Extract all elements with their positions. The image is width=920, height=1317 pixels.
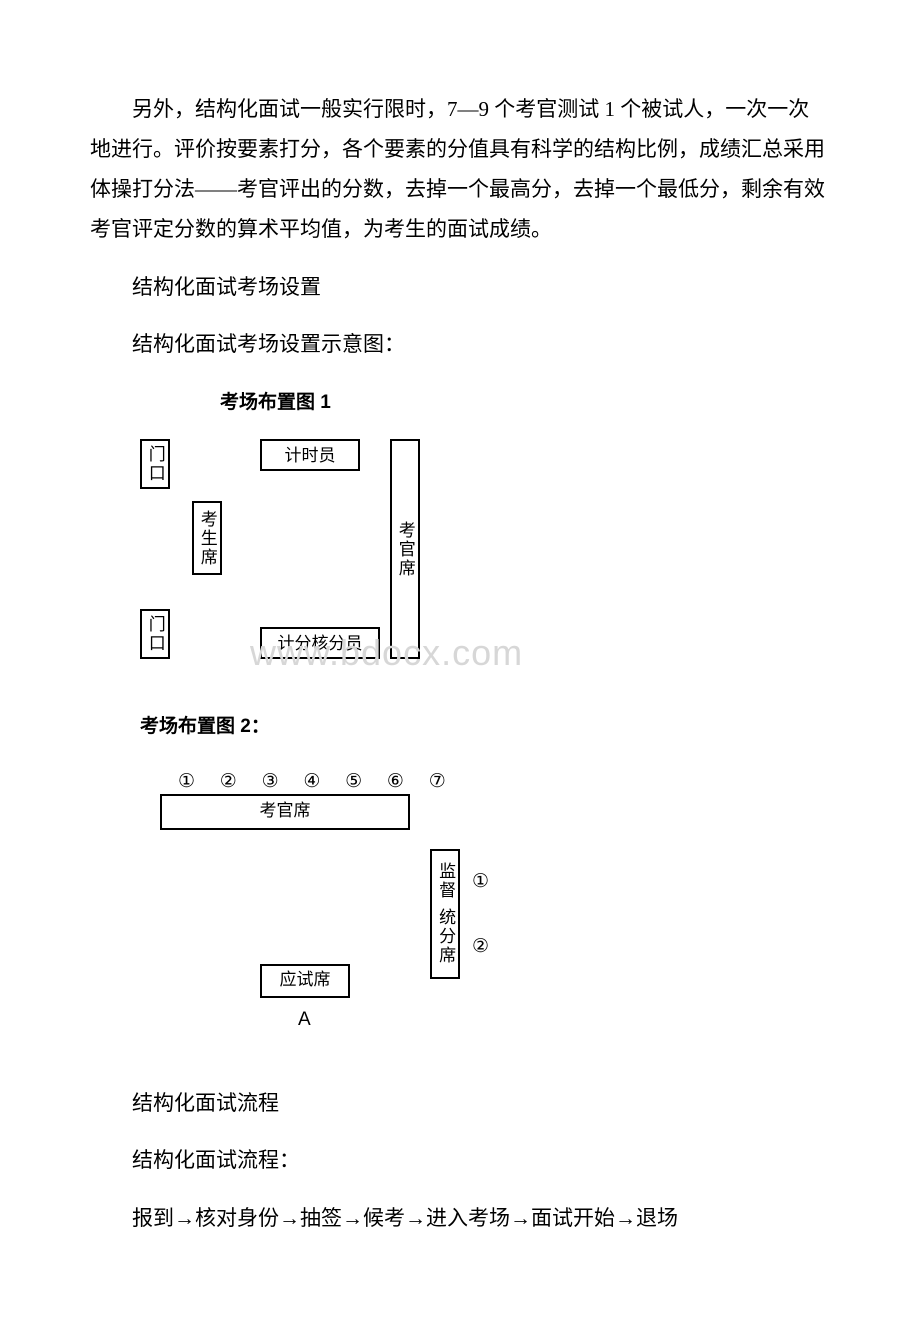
diagram-1-canvas: 门口 计时员 考生席 考官席 门口 计分核分员 www.bdocx.com [140,439,480,669]
examiner-seat-box: 考官席 [160,794,410,830]
diagram-2: 考场布置图 2： ① ② ③ ④ ⑤ ⑥ ⑦ 考官席 监督 统分席 ① ② 应试… [120,709,830,1043]
supervisor-tally-box: 监督 统分席 [430,849,460,979]
diagram-2-title: 考场布置图 2： [140,709,830,745]
timer-label: 计时员 [285,446,336,466]
door-top-label: 门口 [145,445,165,483]
examiner-seat-label: 考官席 [395,521,415,578]
door-bottom-label: 门口 [145,615,165,653]
side-number-1: ① [472,864,489,900]
diagram-2-canvas: ① ② ③ ④ ⑤ ⑥ ⑦ 考官席 监督 统分席 ① ② 应试席 A [160,764,520,1044]
timer-box: 计时员 [260,439,360,471]
paragraph-intro: 另外，结构化面试一般实行限时，7—9 个考官测试 1 个被试人，一次一次地进行。… [90,90,830,250]
diagram-1-title: 考场布置图 1 [220,385,830,421]
candidate-seat-label: 考生席 [197,510,217,567]
diagram-1: 考场布置图 1 门口 计时员 考生席 考官席 门口 计分核分员 www.bdoc… [120,385,830,669]
subheading-room-setup: 结构化面试考场设置示意图： [90,325,830,365]
candidate-seat-label-2: 应试席 [280,964,331,996]
heading-process: 结构化面试流程 [90,1084,830,1124]
process-steps: 报到→核对身份→抽签→候考→进入考场→面试开始→退场 [90,1199,830,1239]
supervisor-label: 监督 [429,862,461,900]
scorer-box: 计分核分员 [260,627,380,659]
candidate-seat-box-2: 应试席 [260,964,350,998]
letter-a: A [298,1002,311,1038]
scorer-label: 计分核分员 [278,634,363,654]
tally-seat-label: 统分席 [429,908,461,965]
heading-room-setup: 结构化面试考场设置 [90,268,830,308]
side-number-2: ② [472,929,489,965]
subheading-process: 结构化面试流程： [90,1141,830,1181]
examiner-seat-label-2: 考官席 [260,795,311,827]
